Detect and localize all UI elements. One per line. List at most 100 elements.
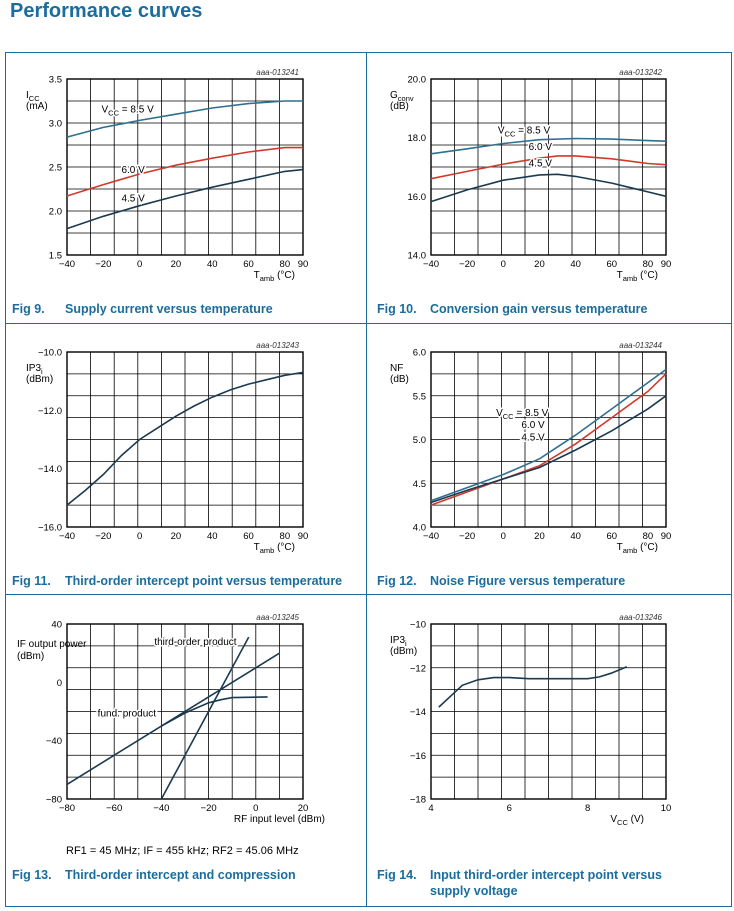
- fig14-ytick: −14: [410, 707, 426, 718]
- fig10-ytick: 18.0: [408, 133, 427, 144]
- fig10-xtick: 90: [661, 259, 672, 270]
- fig12-xtick: 40: [570, 531, 581, 542]
- fig9-number: Fig 9.: [12, 302, 45, 316]
- fig9-series-2: [66, 168, 304, 230]
- fig10-series-0: [430, 137, 667, 155]
- fig14-ytick: −10: [410, 620, 426, 631]
- fig9-xtick: 90: [298, 259, 309, 270]
- fig10-ylabel-unit: (dB): [390, 101, 409, 112]
- fig13-caption: Fig 13. Third-order intercept and compres…: [12, 867, 296, 883]
- fig13-xtick: −20: [201, 803, 217, 814]
- fig12-chart: aaa-013244 −40 −20 0 20 40 60 80 90 4.0 4.5 5.0 5.5 6…: [390, 341, 671, 555]
- fig12-ytick: 4.5: [413, 479, 426, 490]
- fig11-chart: aaa-013243 −40 −20 0 20 40 60 80 90 −16.0 −14.0 −12…: [26, 341, 308, 555]
- fig9-chart: aaa-013241 −40 −20 0 20 40 60 80 90 1.5 2.0 2.5 3.0 3…: [26, 68, 308, 283]
- fig11-xtick: 80: [280, 531, 291, 542]
- fig12-xtick: 20: [534, 531, 545, 542]
- fig10-number: Fig 10.: [377, 302, 417, 316]
- fig13-xtick: −80: [59, 803, 75, 814]
- fig9-xtick: −20: [95, 259, 111, 270]
- fig14-xtick: 4: [428, 803, 433, 814]
- fig11-xtick: −20: [95, 531, 111, 542]
- fig10-xtick: 60: [606, 259, 617, 270]
- fig14-ytick: −18: [410, 795, 426, 806]
- fig11-ytick: −16.0: [38, 523, 62, 534]
- fig10-xtick: −20: [459, 259, 475, 270]
- fig9-curve-label-0: VCC = 8.5 V: [101, 104, 154, 117]
- fig11-xtick: 20: [171, 531, 182, 542]
- fig10-xlabel: Tamb (°C): [617, 270, 658, 283]
- fig13-number: Fig 13.: [12, 868, 52, 882]
- fig12-ytick: 5.5: [413, 391, 426, 402]
- fig14-ylabel: IP3i: [390, 635, 407, 648]
- fig13-chart: aaa-013245 −80 −60 −40 −20 0 20 −80 −40 0 40 IF out…: [17, 613, 325, 825]
- fig12-curve-label-1: 6.0 V: [521, 420, 545, 431]
- fig12-xtick: 80: [643, 531, 654, 542]
- fig9-xtick: −40: [59, 259, 75, 270]
- fig13-code: aaa-013245: [256, 613, 299, 622]
- page-title: Performance curves: [10, 0, 203, 22]
- fig13-ytick: −80: [46, 795, 62, 806]
- fig9-xtick: 20: [171, 259, 182, 270]
- outer-frame: [5, 52, 732, 907]
- fig13-xtick: −40: [153, 803, 169, 814]
- fig14-xlabel: VCC (V): [610, 814, 644, 827]
- fig12-xtick: 0: [501, 531, 506, 542]
- fig13-xtick: 0: [253, 803, 258, 814]
- fig9-xtick: 40: [207, 259, 218, 270]
- fig10-ytick: 16.0: [408, 192, 427, 203]
- fig12-curve-label-0: VCC = 8.5 V: [496, 408, 549, 421]
- fig12-caption: Fig 12. Noise Figure versus temperature: [377, 573, 625, 589]
- fig12-ylabel-unit: (dB): [390, 374, 409, 385]
- fig12-title: Noise Figure versus temperature: [430, 574, 626, 588]
- fig10-title: Conversion gain versus temperature: [430, 302, 648, 316]
- fig14-series-0: [438, 665, 628, 708]
- fig11-title: Third-order intercept point versus tempe…: [65, 574, 343, 588]
- fig12-curve-label-2: 4.5 V: [521, 432, 545, 443]
- fig12-ytick: 4.0: [413, 523, 426, 534]
- fig9-curve-label-2: 4.5 V: [121, 193, 145, 204]
- fig13-xtick: −60: [106, 803, 122, 814]
- fig12-series-2: [430, 395, 667, 504]
- fig9-title: Supply current versus temperature: [65, 302, 273, 316]
- fig11-xtick: 40: [207, 531, 218, 542]
- fig13-curve-label-0: third-order product: [154, 637, 236, 648]
- fig11-ytick: −10.0: [38, 348, 62, 359]
- fig14-caption: Fig 14. Input third-order intercept point…: [377, 867, 690, 899]
- fig14-ytick: −12: [410, 663, 426, 674]
- fig9-code: aaa-013241: [256, 68, 299, 77]
- fig10-curve-label-1: 6.0 V: [529, 142, 553, 153]
- fig11-ytick: −14.0: [38, 464, 62, 475]
- fig12-xtick: 60: [606, 531, 617, 542]
- fig12-code: aaa-013244: [619, 341, 662, 350]
- fig13-xtick: 20: [298, 803, 309, 814]
- fig14-xtick: 6: [507, 803, 512, 814]
- fig12-xtick: 90: [661, 531, 672, 542]
- fig9-xtick: 0: [137, 259, 142, 270]
- fig9-ytick: 2.5: [49, 163, 62, 174]
- fig13-ytick: 40: [51, 620, 62, 631]
- fig9-xlabel: Tamb (°C): [254, 270, 295, 283]
- fig10-ytick: 20.0: [408, 75, 427, 86]
- fig10-xtick: 40: [570, 259, 581, 270]
- fig12-ytick: 5.0: [413, 435, 426, 446]
- fig9-xtick: 60: [243, 259, 254, 270]
- fig10-ylabel: Gconv: [390, 90, 414, 103]
- fig10-xtick: −40: [423, 259, 439, 270]
- fig10-curve-label-0: VCC = 8.5 V: [498, 125, 551, 138]
- fig11-code: aaa-013243: [256, 341, 299, 350]
- fig14-code: aaa-013246: [619, 613, 662, 622]
- fig14-xtick: 8: [585, 803, 590, 814]
- fig13-curve-label-1: fund. product: [98, 709, 157, 720]
- fig13-conditions: RF1 = 45 MHz; IF = 455 kHz; RF2 = 45.06 …: [66, 845, 299, 857]
- fig12-xtick: −40: [423, 531, 439, 542]
- fig12-ytick: 6.0: [413, 348, 426, 359]
- fig11-ylabel-unit: (dBm): [26, 374, 53, 385]
- fig11-xtick: 60: [243, 531, 254, 542]
- fig12-xlabel: Tamb (°C): [617, 542, 658, 555]
- fig13-ytick: −40: [46, 736, 62, 747]
- fig10-caption: Fig 10. Conversion gain versus temperatur…: [377, 301, 647, 317]
- fig12-ylabel: NF: [390, 363, 403, 374]
- fig12-number: Fig 12.: [377, 574, 417, 588]
- fig12-xtick: −20: [459, 531, 475, 542]
